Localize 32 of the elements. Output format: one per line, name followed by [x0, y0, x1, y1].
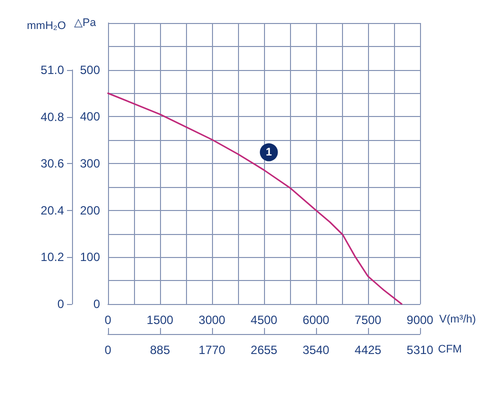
x2-tick-label: 2655: [250, 343, 278, 357]
line-series: [107, 92, 402, 305]
y-tick-label: 400: [80, 110, 100, 124]
x-tick-label: 3000: [198, 313, 226, 327]
x-tick-label: 0: [104, 313, 112, 327]
x-tick-label: 9000: [406, 313, 434, 327]
y-tick-label: 500: [80, 62, 100, 77]
y2-tick-label: 20.4: [40, 203, 64, 218]
y2-tick-label: 10.2: [40, 250, 64, 264]
y-tick-label: 300: [80, 156, 100, 170]
y2-tick-label: 51.0: [40, 63, 64, 77]
x-tick-label: 7500: [354, 313, 382, 327]
x2-axis-title: CFM: [438, 344, 462, 356]
y-tick-label: 0: [93, 297, 100, 311]
y-axis-title: △Pa: [74, 17, 97, 29]
annotation: 1: [266, 146, 272, 158]
x2-tick-label: 5310: [406, 343, 434, 357]
x2-tick-label: 3540: [302, 343, 330, 357]
x-tick-label: 4500: [250, 313, 278, 327]
y2-tick-label: 0: [57, 297, 64, 311]
x-tick-label: 6000: [302, 313, 330, 327]
y2-tick-label: 30.6: [40, 156, 64, 171]
x2-tick-label: 4425: [354, 343, 382, 357]
x2-tick-label: 0: [104, 343, 112, 357]
y-tick-label: 100: [80, 250, 100, 264]
y2-tick-label: 40.8: [40, 110, 64, 124]
x-axis-title: V(m³/h): [439, 314, 476, 326]
x2-tick-label: 1770: [198, 343, 226, 357]
y-tick-label: 200: [80, 203, 100, 218]
x-tick-label: 1500: [146, 313, 174, 327]
y2-axis-title: mmH₂O: [26, 20, 66, 32]
x2-tick-label: 885: [150, 343, 170, 357]
